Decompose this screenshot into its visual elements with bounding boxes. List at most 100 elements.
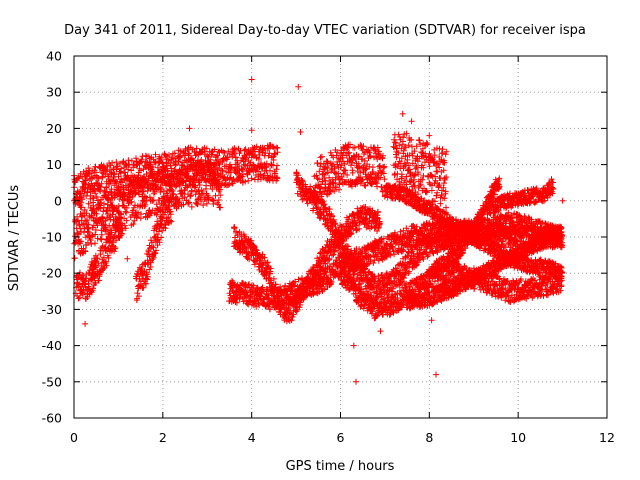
data-point — [142, 152, 149, 159]
data-point — [85, 200, 92, 207]
chart-title: Day 341 of 2011, Sidereal Day-to-day VTE… — [64, 23, 586, 38]
data-point — [89, 232, 96, 239]
data-point — [272, 170, 279, 177]
data-point — [103, 184, 110, 191]
data-point — [265, 176, 272, 183]
data-point — [103, 208, 110, 214]
data-point — [98, 231, 105, 238]
data-point — [121, 192, 128, 199]
data-point — [78, 214, 85, 220]
data-point — [219, 167, 226, 174]
data-point — [193, 145, 200, 152]
data-point — [93, 193, 100, 200]
data-point — [88, 233, 95, 240]
data-point — [270, 157, 277, 163]
data-point — [176, 152, 183, 159]
data-point — [82, 177, 89, 184]
data-point — [242, 155, 249, 161]
data-point — [90, 202, 97, 209]
data-point — [94, 222, 101, 229]
data-point — [171, 150, 178, 157]
data-point — [118, 165, 125, 172]
data-point — [239, 166, 246, 173]
data-point — [231, 224, 238, 231]
data-point — [81, 181, 88, 187]
data-point — [209, 151, 216, 158]
data-point — [253, 143, 260, 150]
data-point — [101, 200, 107, 207]
data-point — [128, 157, 135, 164]
data-point — [97, 184, 104, 191]
data-point — [234, 159, 241, 166]
data-point — [104, 168, 111, 175]
data-point — [242, 178, 249, 185]
data-point — [88, 241, 95, 247]
data-point — [177, 154, 184, 161]
data-point — [92, 227, 99, 233]
data-point — [274, 175, 281, 182]
data-point — [166, 151, 172, 158]
data-point — [84, 189, 91, 196]
data-points — [71, 76, 566, 385]
data-point — [274, 145, 281, 151]
data-point — [81, 206, 88, 213]
data-point — [98, 180, 105, 187]
data-point — [71, 255, 78, 262]
data-point — [218, 167, 225, 174]
data-point — [221, 149, 228, 156]
data-point — [141, 260, 148, 267]
data-point — [128, 167, 135, 174]
data-point — [152, 151, 159, 158]
data-point — [123, 204, 130, 211]
data-point — [186, 150, 193, 157]
data-point — [72, 233, 79, 240]
data-point — [264, 172, 271, 179]
data-point — [169, 154, 176, 161]
data-point — [79, 221, 86, 228]
data-point — [128, 188, 135, 195]
data-point — [263, 160, 270, 167]
data-point — [103, 215, 110, 221]
data-point — [92, 190, 99, 197]
data-point — [267, 167, 273, 174]
data-point — [109, 159, 116, 166]
data-point — [188, 203, 195, 210]
data-point — [108, 191, 115, 198]
data-point — [274, 162, 280, 169]
data-point — [250, 161, 257, 168]
data-point — [124, 172, 131, 179]
data-point — [232, 154, 239, 161]
data-point — [79, 196, 86, 203]
data-point — [104, 196, 111, 202]
data-point — [231, 150, 238, 157]
data-point — [93, 169, 99, 176]
data-point — [245, 177, 252, 184]
data-point — [211, 146, 218, 153]
data-point — [259, 149, 266, 156]
data-point — [273, 166, 280, 173]
data-point — [102, 217, 109, 224]
data-point — [226, 181, 233, 188]
data-point — [116, 160, 123, 167]
data-point — [111, 194, 118, 201]
data-point — [97, 199, 104, 206]
data-point — [110, 165, 117, 172]
data-point — [85, 221, 92, 228]
data-point — [247, 168, 253, 175]
data-point — [92, 240, 98, 247]
data-point — [78, 238, 85, 245]
data-point — [192, 152, 199, 159]
data-point — [187, 192, 194, 199]
data-point — [225, 182, 232, 189]
data-point — [172, 162, 179, 169]
data-point — [214, 152, 221, 159]
data-point — [78, 204, 85, 211]
data-point — [84, 217, 91, 223]
data-point — [248, 175, 255, 182]
data-point — [107, 178, 114, 185]
data-point — [204, 152, 211, 159]
data-point — [81, 188, 88, 195]
data-point — [123, 209, 130, 216]
data-point — [109, 211, 116, 218]
